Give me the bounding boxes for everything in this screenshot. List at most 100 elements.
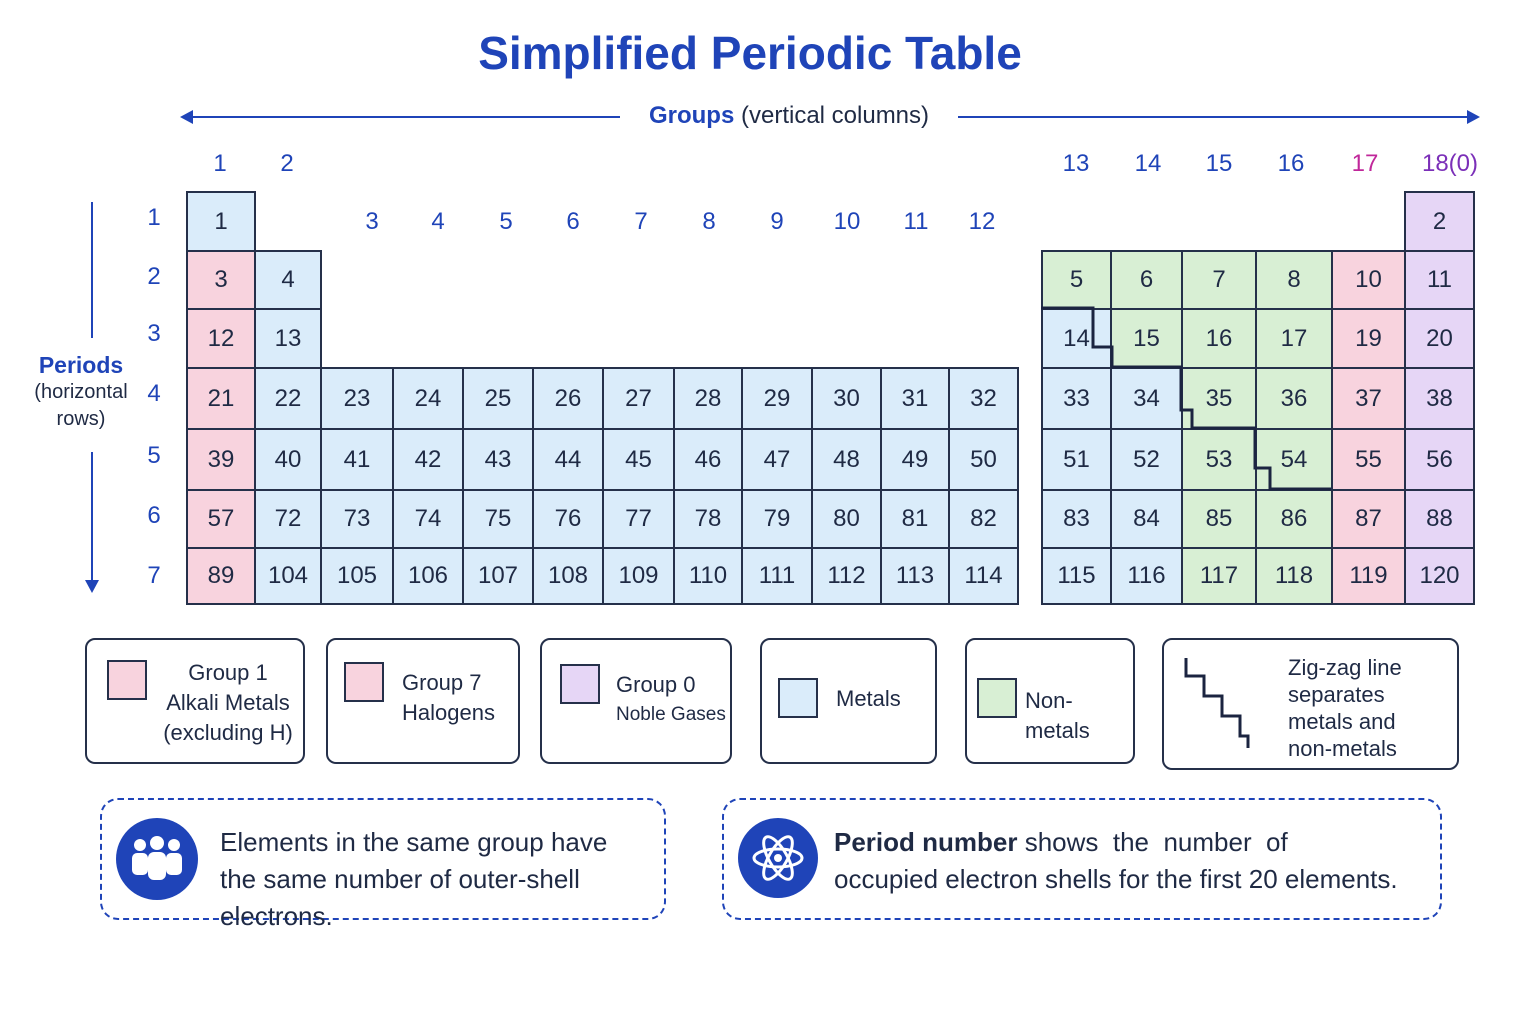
element-cell-111: 111 <box>741 547 813 605</box>
element-cell-34: 34 <box>1110 367 1183 430</box>
element-cell-109: 109 <box>602 547 675 605</box>
element-cell-24: 24 <box>392 367 464 430</box>
element-cell-54: 54 <box>1255 428 1333 491</box>
element-cell-3: 3 <box>186 250 256 310</box>
element-cell-30: 30 <box>811 367 882 430</box>
legend-zigzag-line3: metals and <box>1288 709 1396 734</box>
legend-swatch-metals <box>778 678 818 718</box>
info-periods-line1-rest: shows the number of <box>1017 827 1288 857</box>
element-cell-6: 6 <box>1110 250 1183 310</box>
element-cell-31: 31 <box>880 367 950 430</box>
element-cell-107: 107 <box>462 547 534 605</box>
periods-label-strong: Periods <box>38 352 124 378</box>
legend-noble-line1: Group 0 <box>616 672 696 697</box>
group-header-12: 12 <box>968 208 996 235</box>
info-periods-text: Period number shows the number of occupi… <box>834 824 1398 898</box>
element-cell-28: 28 <box>673 367 743 430</box>
element-cell-75: 75 <box>462 489 534 549</box>
legend-swatch-halogen <box>344 662 384 702</box>
element-cell-72: 72 <box>254 489 322 549</box>
element-cell-16: 16 <box>1181 308 1257 369</box>
element-cell-10: 10 <box>1331 250 1406 310</box>
element-cell-14: 14 <box>1041 308 1112 369</box>
element-cell-51: 51 <box>1041 428 1112 491</box>
info-periods-line1: Period number shows the number of <box>834 824 1398 861</box>
element-cell-77: 77 <box>602 489 675 549</box>
element-cell-5: 5 <box>1041 250 1112 310</box>
element-cell-119: 119 <box>1331 547 1406 605</box>
period-number-1: 1 <box>147 204 161 231</box>
legend-zigzag-text: Zig-zag line separates metals and non-me… <box>1288 654 1402 762</box>
element-cell-89: 89 <box>186 547 256 605</box>
period-number-6: 6 <box>147 502 161 529</box>
legend-zigzag-line1: Zig-zag line <box>1288 655 1402 680</box>
group-header-10: 10 <box>833 208 861 235</box>
group-header-2: 2 <box>280 150 294 177</box>
element-cell-12: 12 <box>186 308 256 369</box>
element-cell-42: 42 <box>392 428 464 491</box>
element-cell-88: 88 <box>1404 489 1475 549</box>
legend-alkali-line1: Group 1 <box>188 660 268 685</box>
period-number-4: 4 <box>147 380 161 407</box>
element-cell-114: 114 <box>948 547 1019 605</box>
element-cell-74: 74 <box>392 489 464 549</box>
element-cell-32: 32 <box>948 367 1019 430</box>
element-cell-27: 27 <box>602 367 675 430</box>
element-cell-116: 116 <box>1110 547 1183 605</box>
element-cell-105: 105 <box>320 547 394 605</box>
element-cell-1: 1 <box>186 191 256 252</box>
group-header-16: 16 <box>1277 150 1305 177</box>
element-cell-39: 39 <box>186 428 256 491</box>
periods-label-line2: (horizontal <box>34 381 128 403</box>
legend-noble-text: Group 0 Noble Gases <box>616 670 726 730</box>
element-cell-26: 26 <box>532 367 604 430</box>
element-cell-36: 36 <box>1255 367 1333 430</box>
group-header-1: 1 <box>213 150 227 177</box>
atom-icon <box>738 818 818 898</box>
element-cell-48: 48 <box>811 428 882 491</box>
period-number-7: 7 <box>147 562 161 589</box>
info-groups-line2: the same number of outer-shell electrons… <box>220 864 580 931</box>
group-header-8: 8 <box>702 208 716 235</box>
element-cell-52: 52 <box>1110 428 1183 491</box>
element-cell-87: 87 <box>1331 489 1406 549</box>
periods-label-line3: rows) <box>56 408 106 430</box>
group-header-15: 15 <box>1205 150 1233 177</box>
legend-halogen: Group 7 Halogens <box>326 638 520 764</box>
element-cell-115: 115 <box>1041 547 1112 605</box>
group-header-6: 6 <box>566 208 580 235</box>
element-cell-73: 73 <box>320 489 394 549</box>
legend-halogen-text: Group 7 Halogens <box>402 668 495 728</box>
groups-axis: Groups (vertical columns) <box>180 100 1480 140</box>
legend-swatch-alkali <box>107 660 147 700</box>
element-cell-49: 49 <box>880 428 950 491</box>
element-cell-23: 23 <box>320 367 394 430</box>
group-header-3: 3 <box>365 208 379 235</box>
group-header-13: 13 <box>1062 150 1090 177</box>
legend-noble: Group 0 Noble Gases <box>540 638 732 764</box>
element-cell-81: 81 <box>880 489 950 549</box>
element-cell-29: 29 <box>741 367 813 430</box>
groups-label-rest: (vertical columns) <box>740 102 930 129</box>
element-cell-79: 79 <box>741 489 813 549</box>
group-header-9: 9 <box>770 208 784 235</box>
element-cell-78: 78 <box>673 489 743 549</box>
legend-zigzag-line2: separates <box>1288 682 1385 707</box>
element-cell-112: 112 <box>811 547 882 605</box>
info-groups-text: Elements in the same group have the same… <box>220 824 664 935</box>
legend-swatch-noble <box>560 664 600 704</box>
element-cell-35: 35 <box>1181 367 1257 430</box>
legend-swatch-nonmetals <box>977 678 1017 718</box>
page-title: Simplified Periodic Table <box>478 27 1022 79</box>
legend-alkali-line2: Alkali Metals <box>166 690 290 715</box>
element-cell-106: 106 <box>392 547 464 605</box>
element-cell-45: 45 <box>602 428 675 491</box>
element-cell-7: 7 <box>1181 250 1257 310</box>
element-cell-43: 43 <box>462 428 534 491</box>
element-cell-108: 108 <box>532 547 604 605</box>
period-number-5: 5 <box>147 442 161 469</box>
info-periods-line2: occupied electron shells for the first 2… <box>834 864 1398 894</box>
element-cell-21: 21 <box>186 367 256 430</box>
element-cell-4: 4 <box>254 250 322 310</box>
groups-axis-label: Groups (vertical columns) <box>620 102 958 130</box>
